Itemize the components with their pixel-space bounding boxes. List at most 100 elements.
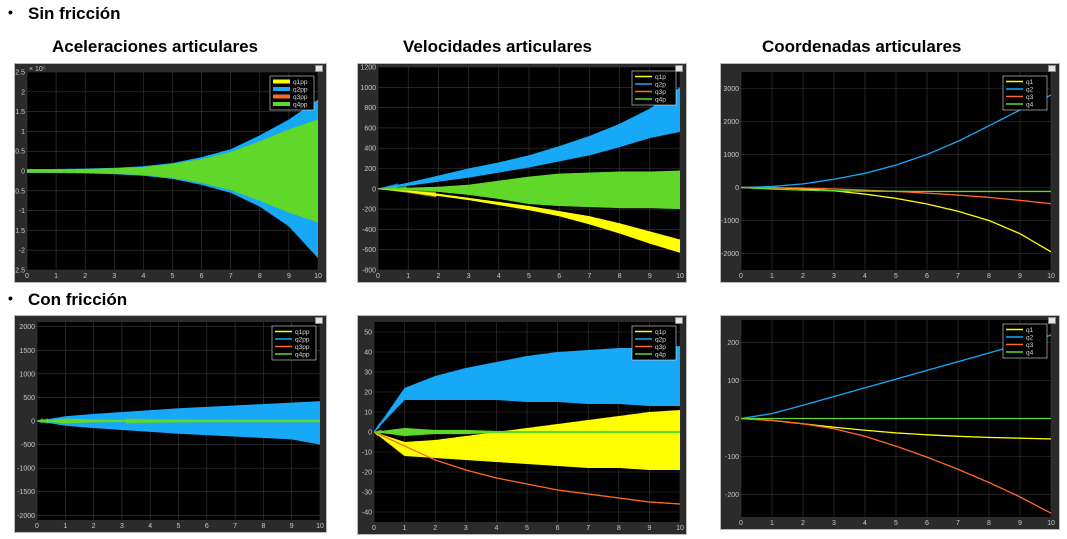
x-tick-label: 0 (35, 523, 39, 530)
y-tick-label: -2000 (17, 513, 35, 520)
legend-entry: q1p (655, 74, 666, 81)
x-tick-label: 1 (403, 525, 407, 532)
series-line-q3p (374, 431, 680, 505)
series-group (27, 99, 318, 258)
legend-entry: q2p (655, 81, 666, 88)
chart-panel-pos-nofric: 0 1 2 3 4 5 6 7 8 9 10 -2000 -1000 0 1000 2000 3000 q1 q2 q… (720, 63, 1060, 283)
chart-panel-acc-fric: 0 1 2 3 4 5 6 7 8 9 10 -2000 -1500 -1000 -500 0 500 1000 1… (14, 315, 327, 533)
column-title-coordenadas: Coordenadas articulares (762, 37, 962, 56)
x-tick-label: 6 (925, 273, 929, 280)
column-title-aceleraciones: Aceleraciones articulares (52, 37, 259, 56)
x-tick-label: 7 (956, 520, 960, 527)
legend-entry: q2 (1026, 86, 1034, 93)
y-tick-label: -800 (362, 268, 376, 275)
legend-entry: q1p (655, 329, 666, 336)
y-tick-label: -20 (362, 470, 372, 477)
series-line-q2p (378, 87, 680, 190)
x-tick-label: 10 (1047, 273, 1055, 280)
y-tick-label: -10 (362, 450, 372, 457)
y-tick-label: 200 (364, 166, 376, 173)
series-line-q4pp (27, 119, 318, 223)
series-line-q1p (374, 409, 680, 471)
chart-svg: 0 1 2 3 4 5 6 7 8 9 10 -40 -30 -20 -10 0 10 20 30 40 50 q1pq2… (362, 322, 684, 532)
expand-icon[interactable] (1048, 317, 1056, 324)
x-tick-label: 9 (1018, 520, 1022, 527)
series-line-q1p (378, 188, 680, 253)
x-tick-label: 5 (894, 520, 898, 527)
x-tick-label: 10 (676, 525, 684, 532)
x-tick-label: 0 (372, 525, 376, 532)
x-tick-label: 8 (987, 520, 991, 527)
legend-entry: q2 (1026, 334, 1034, 341)
series-line-q2 (741, 334, 1051, 420)
legend-entry: q1 (1026, 79, 1034, 86)
series-group (741, 334, 1051, 514)
y-exponent-label: × 10⁵ (29, 66, 46, 73)
expand-icon[interactable] (315, 317, 323, 324)
y-tick-label: 10 (364, 410, 372, 417)
x-tick-label: 5 (527, 273, 531, 280)
y-tick-label: 0 (368, 430, 372, 437)
series-group (378, 87, 680, 253)
y-tick-label: 2000 (723, 119, 739, 126)
expand-icon[interactable] (1048, 65, 1056, 72)
x-tick-label: 7 (956, 273, 960, 280)
x-tick-label: 8 (258, 273, 262, 280)
x-tick-label: 3 (120, 523, 124, 530)
series-line-q2 (741, 94, 1051, 189)
chart-svg: 0 1 2 3 4 5 6 7 8 9 10-2000-10000100020003000q1q2q… (721, 72, 1055, 280)
y-tick-label: -2.5 (15, 268, 25, 275)
bullet-icon: • (8, 290, 13, 306)
section-label: Sin fricción (28, 4, 121, 23)
x-tick-label: 4 (494, 525, 498, 532)
y-tick-label: 2 (21, 89, 25, 96)
x-tick-label: 9 (287, 273, 291, 280)
series-line-q4 (741, 186, 1051, 193)
x-tick-label: 1 (770, 273, 774, 280)
chart-svg: 0 1 2 3 4 5 6 7 8 9 10 -2.5 -2 -1.5 -1 -0.5 0 0.5 1 1.5 2 2.5… (15, 66, 322, 280)
y-tick-label: 20 (364, 390, 372, 397)
expand-icon[interactable] (675, 317, 683, 324)
x-tick-label: 2 (83, 273, 87, 280)
chart-svg: 0 1 2 3 4 5 6 7 8 9 10 -2000 -1500 -1000 -500 0 500 1000 1… (17, 322, 324, 530)
expand-icon[interactable] (675, 65, 683, 72)
y-tick-label: 800 (364, 105, 376, 112)
y-tick-label: 3000 (723, 86, 739, 93)
x-tick-label: 10 (1047, 520, 1055, 527)
series-group (741, 94, 1051, 253)
y-tick-label: 500 (23, 395, 35, 402)
x-tick-label: 8 (618, 273, 622, 280)
y-tick-label: 100 (727, 378, 739, 385)
legend-entry: q4 (1026, 101, 1034, 108)
y-tick-label: -2000 (721, 251, 739, 258)
x-tick-label: 0 (739, 520, 743, 527)
x-tick-label: 3 (832, 273, 836, 280)
x-tick-label: 0 (739, 273, 743, 280)
chart-panel-vel-nofric: 0 1 2 3 4 5 6 7 8 9 10 -800 -600 -400 -200 0 200 400 600 80… (357, 63, 687, 283)
section-con-friccion: • Con fricción (8, 290, 127, 310)
y-tick-label: 2000 (19, 324, 35, 331)
legend-entry: q3p (655, 89, 666, 96)
y-tick-label: 1500 (19, 348, 35, 355)
y-tick-label: -200 (362, 207, 376, 214)
legend-entry: q2p (655, 336, 666, 343)
bullet-icon: • (8, 4, 13, 20)
x-tick-label: 6 (925, 520, 929, 527)
x-tick-label: 3 (464, 525, 468, 532)
section-label: Con fricción (28, 290, 128, 309)
y-tick-label: 40 (364, 350, 372, 357)
series-line-q4p (378, 170, 680, 210)
y-tick-label: 600 (364, 125, 376, 132)
y-tick-label: -200 (725, 492, 739, 499)
x-tick-label: 4 (863, 520, 867, 527)
x-tick-label: 0 (376, 273, 380, 280)
x-tick-label: 5 (894, 273, 898, 280)
series-line-q3 (741, 417, 1051, 514)
x-tick-label: 10 (676, 273, 684, 280)
y-tick-label: -1 (19, 208, 25, 215)
x-tick-label: 10 (316, 523, 324, 530)
x-tick-label: 6 (556, 525, 560, 532)
series-line-q2pp (27, 99, 318, 258)
expand-icon[interactable] (315, 65, 323, 72)
